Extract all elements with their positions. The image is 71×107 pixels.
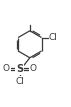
Text: O: O — [30, 64, 37, 73]
Text: O: O — [3, 64, 10, 73]
Text: S: S — [16, 64, 23, 74]
Text: Cl: Cl — [15, 77, 24, 86]
Text: Cl: Cl — [48, 33, 57, 42]
